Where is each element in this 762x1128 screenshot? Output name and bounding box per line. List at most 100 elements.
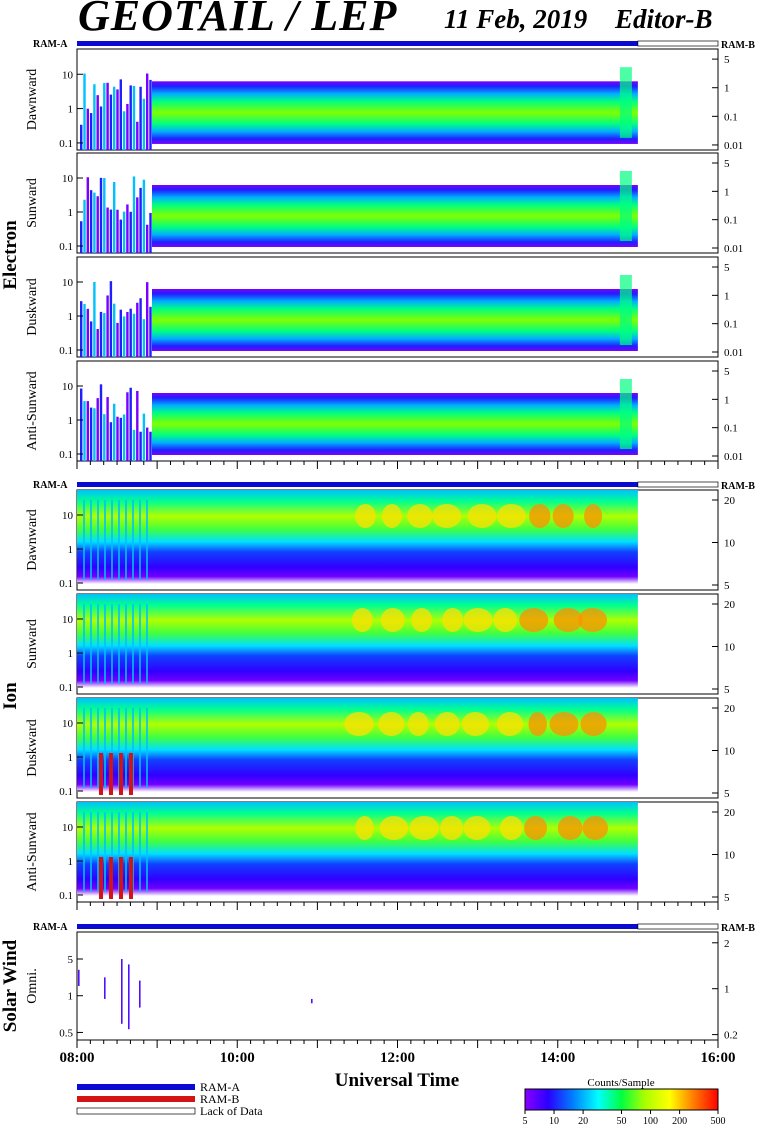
spectrogram-panel	[76, 256, 719, 358]
right-tick-label: 1	[724, 83, 730, 95]
electron-spike	[139, 298, 142, 357]
ion-streak	[111, 604, 113, 684]
colorbar-tick-label: 5	[523, 1116, 528, 1127]
electron-spike	[80, 388, 83, 461]
electron-spike	[80, 301, 83, 357]
ion-peak	[463, 608, 493, 632]
ion-peak	[580, 712, 607, 736]
left-tick-label: 10	[62, 277, 74, 289]
electron-spike	[119, 309, 122, 357]
ion-peak	[552, 504, 574, 528]
electron-spike	[99, 311, 103, 357]
electron-spike	[129, 85, 132, 150]
colorbar-tick-label: 100	[643, 1116, 658, 1127]
ion-peak	[496, 712, 524, 736]
ion-peak	[442, 608, 464, 632]
left-tick-label: 1	[68, 311, 74, 323]
legend-swatch	[77, 1084, 195, 1090]
electron-spike	[146, 224, 149, 253]
ram-a-bar	[77, 482, 638, 487]
left-tick-label: 0.1	[59, 578, 73, 590]
left-tick-label: 10	[62, 614, 74, 626]
ion-streak	[125, 812, 127, 892]
ion-peak	[557, 816, 583, 840]
solar-wind-streak	[104, 977, 106, 999]
ion-streak	[146, 500, 148, 580]
ion-peak	[467, 504, 497, 528]
left-tick-label: 0.1	[59, 682, 73, 694]
right-tick-label: 5	[724, 158, 730, 170]
ion-peak	[344, 712, 374, 736]
ion-streak	[97, 500, 99, 580]
right-tick-label: 5	[724, 580, 730, 592]
ion-peak	[351, 608, 373, 632]
left-tick-label: 1	[68, 991, 74, 1003]
electron-spike	[126, 311, 129, 357]
ion-streak	[139, 708, 141, 788]
left-tick-label: 0.1	[59, 449, 73, 461]
legend-label: RAM-B	[200, 1092, 239, 1106]
ion-streak	[146, 812, 148, 892]
spectrogram-panel	[76, 360, 719, 462]
electron-spike	[139, 86, 142, 150]
spectrogram-panel	[76, 801, 719, 903]
ion-ram-b-streak	[109, 857, 113, 899]
electron-spike	[113, 303, 116, 357]
electron-spike	[83, 304, 86, 357]
electron-spike	[129, 211, 132, 253]
right-tick-label: 0.1	[724, 215, 738, 227]
right-tick-label: 0.01	[724, 243, 743, 255]
right-tick-label: 20	[724, 703, 736, 715]
electron-spike	[106, 397, 109, 461]
electron-spike	[103, 313, 106, 357]
electron-spike	[99, 106, 103, 150]
left-tick-label: 0.5	[59, 1027, 73, 1039]
electron-spike	[86, 108, 89, 150]
left-tick-label: 1	[68, 752, 74, 764]
electron-spike	[99, 177, 103, 253]
electron-spike	[146, 282, 149, 357]
ion-peak	[355, 816, 374, 840]
electron-spike	[136, 121, 139, 150]
ion-peak	[500, 816, 523, 840]
electron-enhancement	[619, 379, 632, 449]
right-tick-label: 1	[724, 186, 730, 198]
ion-peak	[380, 608, 405, 632]
ion-peak	[528, 712, 547, 736]
lack-of-data-bar	[637, 40, 719, 47]
ion-streak	[104, 708, 106, 788]
ion-streak	[111, 812, 113, 892]
ion-streak	[146, 708, 148, 788]
ram-a-label: RAM-A	[33, 480, 68, 491]
solar-wind-streak	[139, 980, 141, 1008]
electron-spike	[80, 124, 83, 150]
right-tick-label: 0.1	[724, 319, 738, 331]
spectrogram-panel	[76, 697, 719, 799]
ion-streak	[83, 812, 85, 892]
date-label: 11 Feb, 2019	[444, 4, 588, 34]
electron-spike	[129, 308, 132, 357]
electron-spike	[116, 416, 119, 461]
solar-wind-streak	[121, 959, 123, 1024]
ion-peak	[582, 816, 609, 840]
electron-spike	[86, 401, 89, 461]
electron-spike	[149, 79, 152, 150]
ion-streak	[83, 500, 85, 580]
ion-ram-b-streak	[119, 753, 123, 795]
electron-spike	[86, 177, 89, 253]
right-tick-label: 5	[724, 788, 730, 800]
group-label: Solar Wind	[0, 939, 21, 1032]
x-axis-label: Universal Time	[335, 1070, 459, 1091]
ion-peak	[355, 504, 376, 528]
left-tick-label: 1	[68, 207, 74, 219]
ion-streak	[125, 708, 127, 788]
ion-streak	[139, 500, 141, 580]
right-tick-label: 10	[724, 850, 736, 862]
electron-spike	[139, 187, 142, 253]
ion-ram-b-streak	[129, 857, 133, 899]
ion-streak	[139, 812, 141, 892]
ion-streak	[118, 812, 120, 892]
right-tick-label: 0.2	[724, 1030, 738, 1042]
right-tick-label: 0.01	[724, 140, 743, 152]
colorbar-label: Counts/Sample	[587, 1077, 654, 1089]
